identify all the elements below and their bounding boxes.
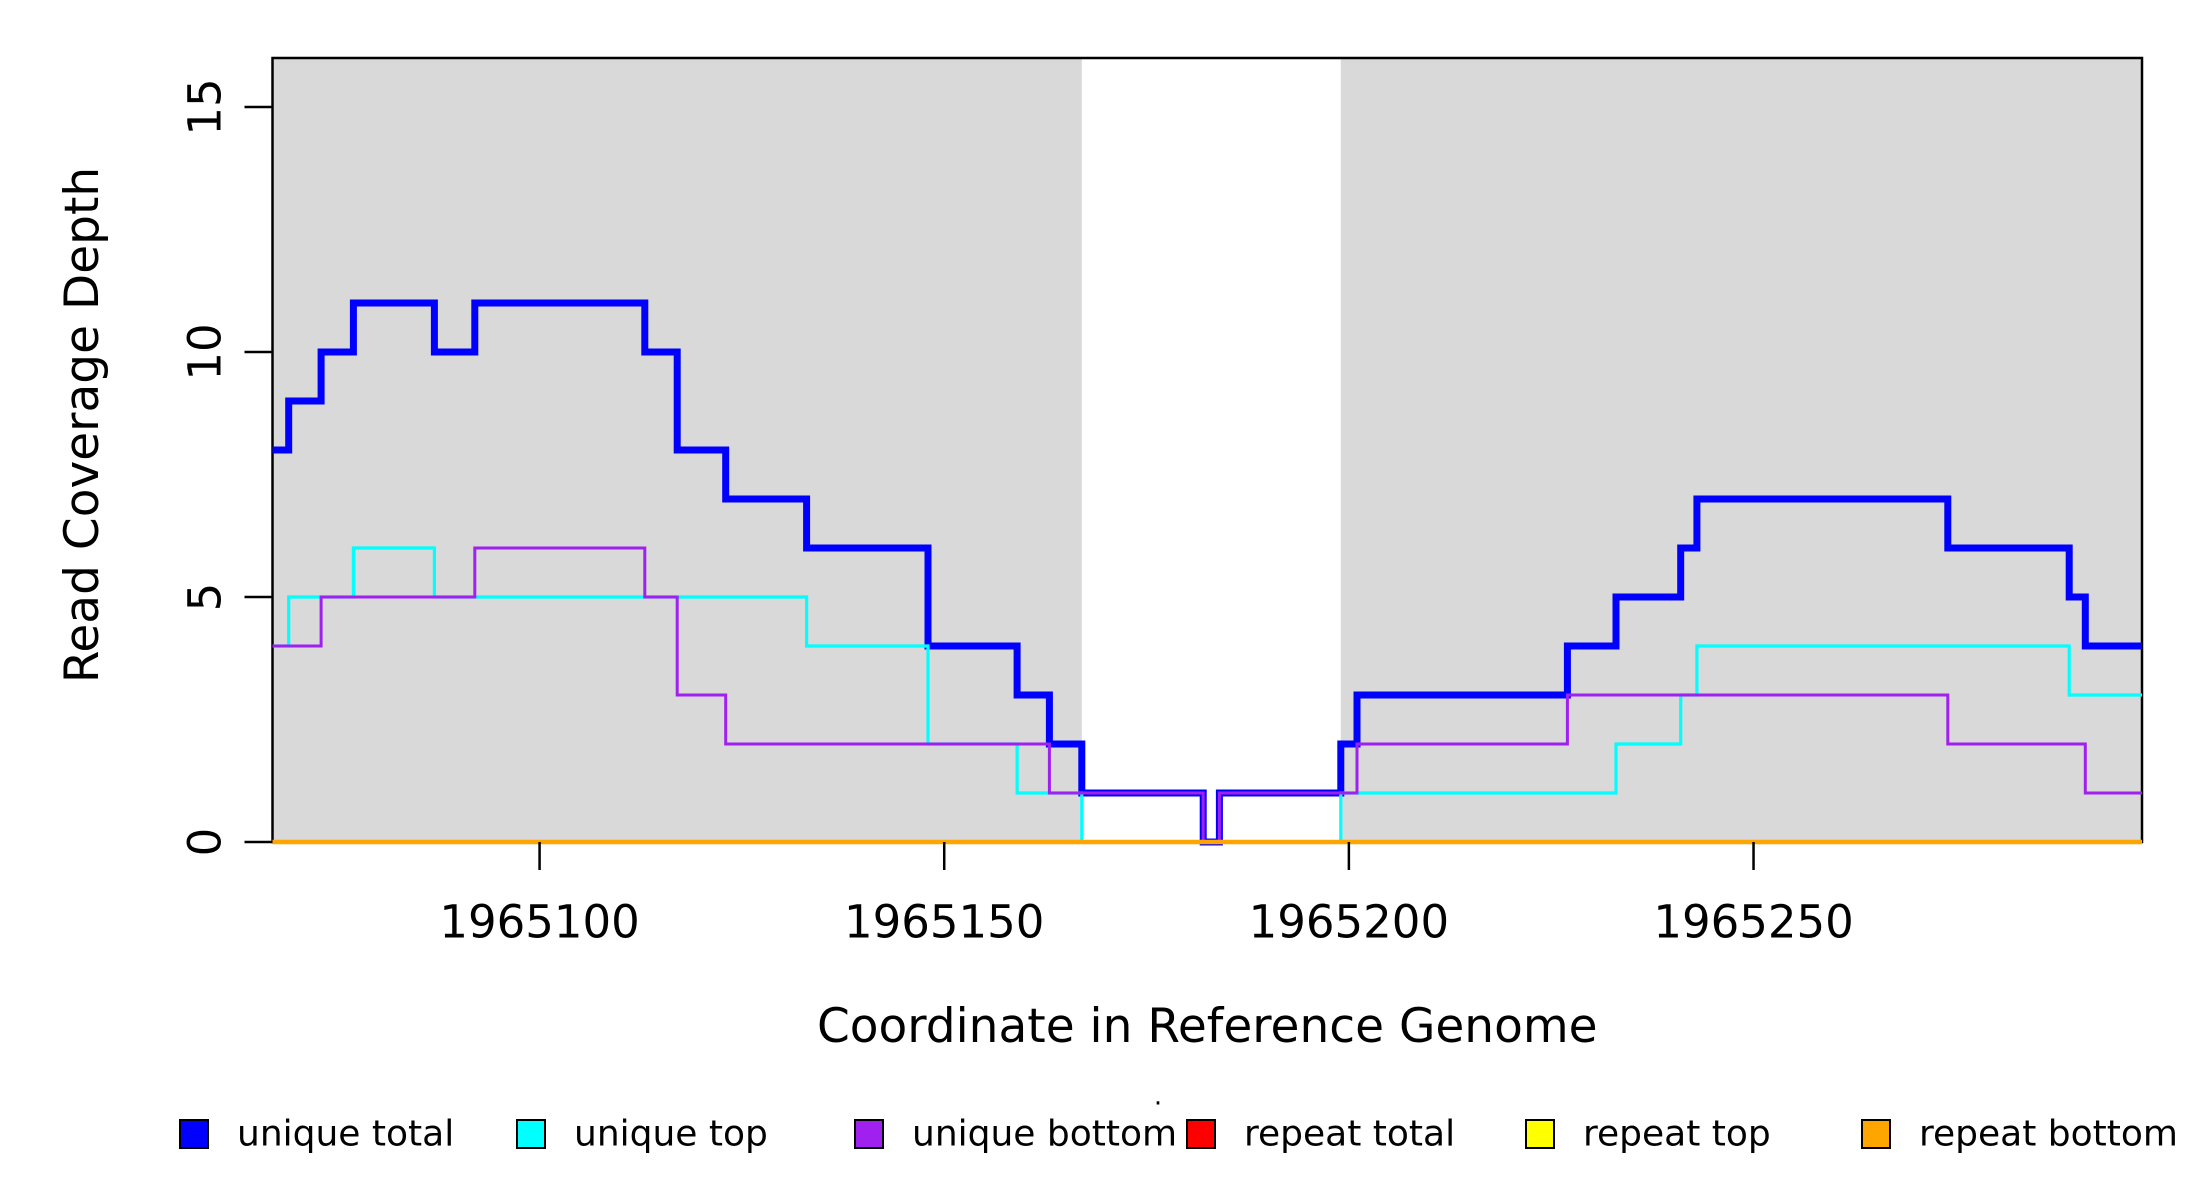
legend-item-repeat-total: repeat total <box>1186 1114 1455 1155</box>
legend-label: unique bottom <box>912 1114 1177 1155</box>
y-tick-label: 5 <box>179 583 232 612</box>
legend-label: unique total <box>237 1114 454 1155</box>
y-tick-label: 0 <box>179 828 232 857</box>
stray-mark: · <box>1154 1089 1162 1119</box>
y-axis-title: Read Coverage Depth <box>55 167 110 683</box>
legend-swatch-unique-total <box>179 1119 209 1149</box>
legend-swatch-repeat-bottom <box>1861 1119 1891 1149</box>
y-tick-label: 10 <box>179 323 232 380</box>
legend-item-unique-top: unique top <box>516 1114 768 1155</box>
x-axis-title: Coordinate in Reference Genome <box>817 999 1598 1054</box>
legend-label: repeat total <box>1244 1114 1455 1155</box>
legend-label: repeat bottom <box>1919 1114 2178 1155</box>
series-lines <box>272 299 2142 846</box>
series-line-unique-total <box>272 299 2142 846</box>
x-tick-label: 1965100 <box>439 896 639 949</box>
legend-item-unique-bottom: unique bottom <box>854 1114 1177 1155</box>
series-line-unique-bottom <box>272 546 2142 844</box>
shaded-region-1 <box>1340 58 2142 842</box>
legend-item-repeat-top: repeat top <box>1525 1114 1771 1155</box>
legend-swatch-unique-bottom <box>854 1119 884 1149</box>
legend-item-unique-total: unique total <box>179 1114 454 1155</box>
x-tick-label: 1965200 <box>1249 896 1449 949</box>
legend-swatch-repeat-total <box>1186 1119 1216 1149</box>
legend-label: unique top <box>574 1114 768 1155</box>
legend-swatch-repeat-top <box>1525 1119 1555 1149</box>
y-tick-label: 15 <box>179 78 232 135</box>
x-tick-label: 1965150 <box>844 896 1044 949</box>
legend-item-repeat-bottom: repeat bottom <box>1861 1114 2178 1155</box>
legend-label: repeat top <box>1583 1114 1771 1155</box>
x-tick-label: 1965250 <box>1653 896 1853 949</box>
legend-swatch-unique-top <box>516 1119 546 1149</box>
